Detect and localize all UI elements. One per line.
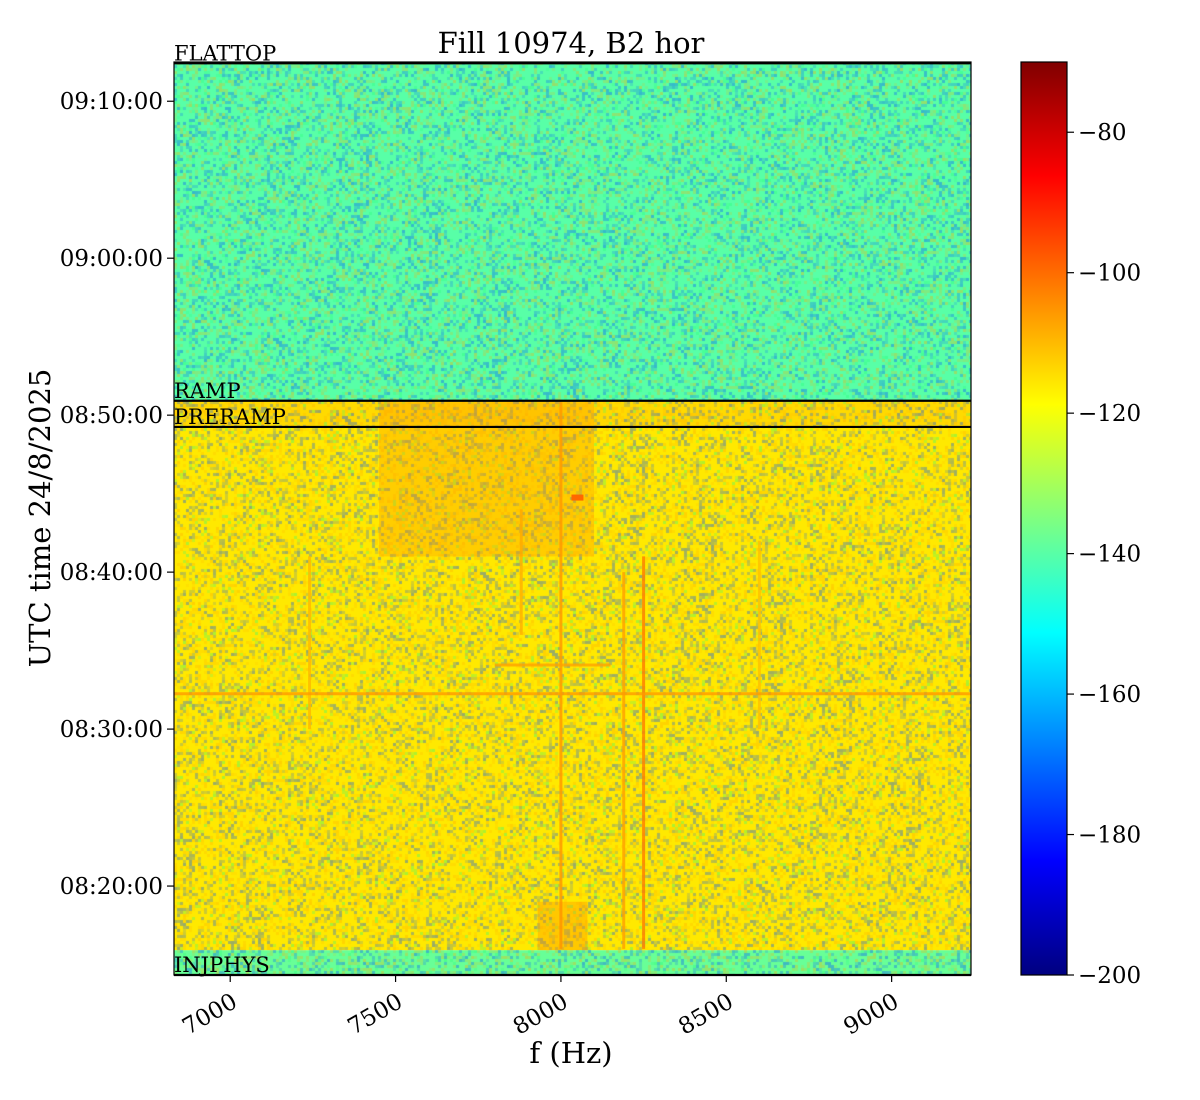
x-axis-ticks: 7000 7500 8000 8500 9000: [178, 975, 903, 1040]
x-tick-label-4: 9000: [840, 989, 904, 1041]
x-tick-label-1: 7500: [343, 989, 407, 1041]
feature-blob-9: [379, 402, 594, 557]
colorbar-gradient: [1021, 62, 1067, 975]
colorbar-ticks: −80 −100 −120 −140 −160 −180 −200: [1067, 120, 1141, 989]
x-axis-label: f (Hz): [529, 1036, 612, 1070]
x-tick-label-0: 7000: [178, 989, 242, 1041]
colorbar-tick-label-6: −200: [1078, 963, 1141, 989]
plot-area: [174, 62, 971, 975]
y-axis-ticks: 08:20:00 08:30:00 08:40:00 08:50:00 09:00:00…: [60, 89, 174, 900]
colorbar: −80 −100 −120 −140 −160 −180 −200: [1020, 61, 1141, 989]
colorbar-tick-label-5: −180: [1078, 823, 1141, 849]
y-tick-label-2: 08:40:00: [60, 560, 163, 586]
phase-label-1: PRERAMP: [174, 405, 286, 429]
chart-title: Fill 10974, B2 hor: [438, 26, 705, 60]
colorbar-tick-label-1: −100: [1078, 261, 1141, 287]
phase-label-2: RAMP: [174, 379, 241, 403]
y-tick-label-4: 09:00:00: [60, 246, 163, 272]
plot-frame: [173, 61, 972, 976]
y-tick-label-1: 08:30:00: [60, 717, 163, 743]
x-tick-label-3: 8500: [674, 989, 738, 1041]
colorbar-tick-label-3: −140: [1078, 542, 1141, 568]
phase-label-3: FLATTOP: [174, 41, 276, 65]
y-tick-label-0: 08:20:00: [60, 874, 163, 900]
feature-spot-8: [571, 494, 584, 501]
spectrogram-texture: [174, 62, 971, 975]
colorbar-tick-label-4: −160: [1078, 682, 1141, 708]
y-axis-label: UTC time 24/8/2025: [23, 369, 57, 668]
title: Fill 10974, B2 hor: [438, 26, 705, 60]
x-tick-label-2: 8000: [509, 989, 573, 1041]
feature-blob-10: [537, 901, 588, 951]
y-tick-label-3: 08:50:00: [60, 403, 163, 429]
colorbar-frame: [1020, 61, 1068, 976]
colorbar-tick-label-0: −80: [1078, 120, 1127, 146]
phase-label-0: INJPHYS: [174, 953, 270, 977]
colorbar-tick-label-2: −120: [1078, 401, 1141, 427]
y-tick-label-5: 09:10:00: [60, 89, 163, 115]
